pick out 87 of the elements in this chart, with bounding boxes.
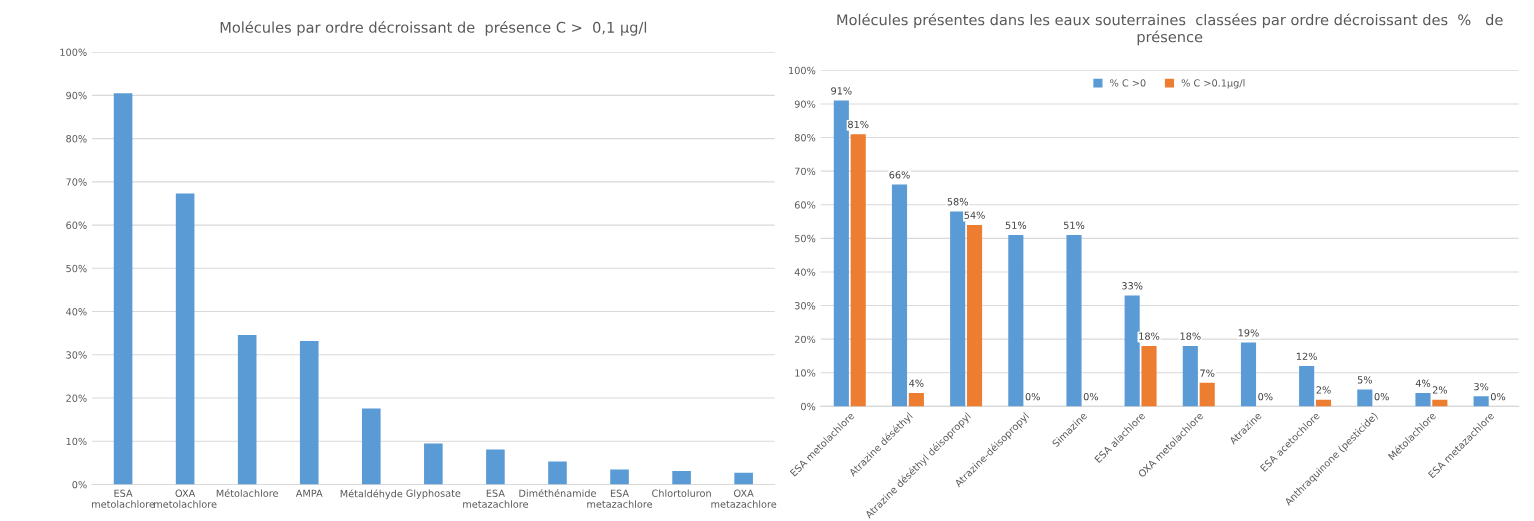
y-tick-label: 10% [795, 369, 816, 377]
bar [1299, 366, 1315, 407]
data-label: 0% [1374, 392, 1389, 401]
y-tick-label: 70% [795, 167, 816, 175]
y-tick-label: 100% [789, 66, 816, 75]
chart-title: Molécules par ordre décroissant de présence C > 0,1 µg/l [220, 20, 647, 36]
x-tick-label: ESA metolachlore [92, 489, 155, 508]
bar [966, 224, 983, 407]
data-label: 54% [964, 211, 985, 219]
x-tick-label: Diméthénamide [519, 489, 596, 497]
y-tick-label: 30% [794, 302, 816, 310]
y-tick-label: 90% [66, 91, 87, 100]
bar [361, 408, 381, 485]
data-label: 2% [1432, 386, 1448, 394]
chart-title: Molécules présentes dans les eaux souterraines classées par ordre décroissant des % de présence [837, 13, 1503, 46]
data-label: 19% [1238, 329, 1259, 337]
bar [1357, 389, 1373, 407]
bar [486, 449, 505, 485]
y-tick-label: 80% [66, 135, 87, 143]
data-label: 18% [1139, 332, 1160, 340]
data-label: 12% [1296, 352, 1317, 360]
bar [424, 443, 443, 485]
data-label: 0% [1083, 392, 1099, 401]
bar [672, 471, 691, 485]
y-tick-label: 40% [66, 308, 87, 316]
x-tick-label: Métaldéhyde [340, 489, 403, 500]
bar [1182, 345, 1198, 407]
bar [237, 334, 257, 485]
data-label: 0% [1025, 392, 1040, 401]
data-label: 51% [1005, 221, 1027, 229]
x-tick-label: OXA metolachlore [154, 489, 217, 508]
bar [891, 184, 908, 407]
bar [1008, 235, 1024, 407]
data-label: 0% [1490, 392, 1506, 401]
bar [1066, 235, 1082, 407]
bar [1141, 345, 1157, 407]
data-label: 4% [909, 379, 924, 387]
y-tick-label: 20% [794, 335, 816, 343]
bar [299, 340, 319, 485]
y-tick-label: 90% [794, 100, 816, 108]
x-tick-label: Glyphosate [406, 489, 461, 499]
y-tick-label: 100% [60, 48, 87, 56]
bar [113, 93, 133, 485]
data-label: 3% [1474, 382, 1489, 391]
bar [1124, 295, 1140, 407]
data-label: 18% [1180, 332, 1201, 340]
bar [175, 193, 195, 485]
data-label: 33% [1122, 282, 1143, 290]
x-tick-label: Chlortoluron [652, 489, 711, 497]
bar [548, 461, 567, 485]
y-tick-label: 40% [794, 268, 816, 276]
x-tick-label: OXA metazachlore [711, 489, 777, 508]
y-tick-label: 10% [66, 437, 87, 446]
y-tick-label: 0% [801, 402, 816, 411]
bar [1199, 382, 1215, 407]
bar [950, 211, 966, 407]
data-label: 2% [1316, 386, 1331, 394]
y-tick-label: 50% [794, 234, 816, 243]
bar [908, 392, 924, 407]
data-label: 66% [889, 171, 910, 179]
y-tick-label: 60% [794, 201, 816, 209]
data-label: 51% [1063, 221, 1085, 229]
data-label: 4% [1415, 379, 1431, 387]
y-tick-label: 70% [66, 178, 87, 186]
data-label: 81% [848, 120, 869, 129]
y-tick-label: 60% [66, 221, 87, 229]
y-tick-label: 30% [66, 351, 87, 359]
data-label: 7% [1200, 369, 1215, 377]
data-label: 58% [947, 198, 968, 206]
y-tick-label: 80% [794, 134, 816, 142]
bar [734, 472, 753, 485]
data-label: 0% [1258, 392, 1273, 401]
legend-label: % C >0 [1110, 79, 1146, 87]
data-label: 91% [831, 87, 852, 95]
bar [610, 469, 629, 485]
x-tick-label: AMPA [295, 489, 323, 497]
data-label: 5% [1357, 376, 1372, 384]
bar [1415, 392, 1431, 407]
bar [850, 134, 866, 407]
y-tick-label: 20% [66, 394, 87, 402]
bar [1473, 396, 1489, 407]
bar [1240, 342, 1257, 407]
bar [833, 100, 849, 407]
x-tick-label: Métolachlore [216, 489, 279, 497]
legend-label: % C >0.1µg/l [1181, 79, 1245, 89]
y-tick-label: 0% [72, 481, 87, 489]
y-tick-label: 50% [66, 264, 87, 273]
